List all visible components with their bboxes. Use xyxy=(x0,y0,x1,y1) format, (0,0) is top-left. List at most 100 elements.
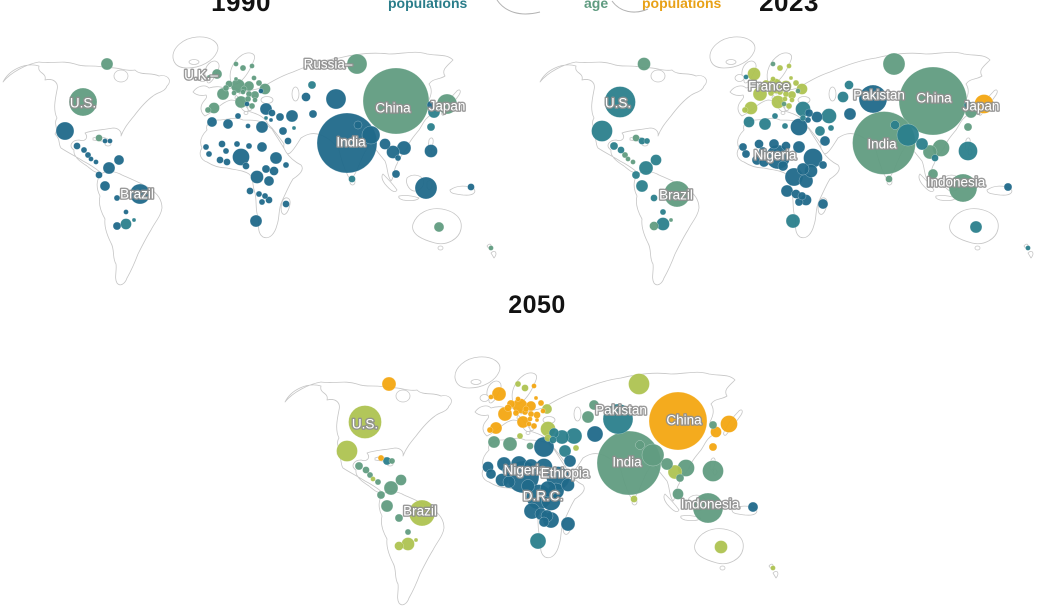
bubble-paraguay xyxy=(123,209,129,215)
bubble-switzerland xyxy=(231,90,237,96)
bubble-chile xyxy=(649,221,659,231)
bubble-belarus xyxy=(537,399,545,407)
bubble-indonesia xyxy=(414,176,438,200)
bubble-pakistan xyxy=(858,84,888,114)
bubble-canada xyxy=(100,57,114,71)
bubble-indonesia xyxy=(692,492,724,524)
bubble-madagascar xyxy=(560,516,576,532)
bubble-serbia xyxy=(527,416,533,422)
country-label: Brazil xyxy=(403,504,437,519)
bubble-saudi-arabia xyxy=(558,444,572,458)
bubble-baltics xyxy=(251,75,257,81)
bubble-cambodia xyxy=(394,154,402,162)
bubble-philippines xyxy=(702,460,724,482)
bubble-nicaragua xyxy=(84,151,92,159)
bubble-sri-lanka xyxy=(885,175,893,183)
bubble-papua-new-guinea xyxy=(1003,182,1013,192)
bubble-morocco xyxy=(487,435,501,449)
bubble-algeria xyxy=(758,117,772,131)
bubble-belarus xyxy=(255,79,263,87)
bubble-north-korea xyxy=(963,100,973,110)
bubble-south-africa xyxy=(785,213,801,229)
bubble-new-zealand xyxy=(1025,245,1031,251)
bubble-cuba xyxy=(632,134,640,142)
bubble-dominican-rep- xyxy=(388,457,396,465)
bubble-jordan xyxy=(268,117,274,123)
bubble-hungary xyxy=(527,410,535,418)
bubble-iraq xyxy=(811,111,823,123)
bubble-mali xyxy=(754,139,764,149)
bubble-bolivia xyxy=(650,194,658,202)
bubble-guinea xyxy=(741,149,751,159)
bubble-papua-new-guinea xyxy=(747,501,759,513)
bubble-venezuela xyxy=(395,474,407,486)
bubble-zambia xyxy=(255,190,263,198)
map-title-2023: 2023 xyxy=(759,0,819,17)
legend-leader-lines xyxy=(496,0,649,15)
bubble-china xyxy=(362,67,430,135)
bubble-dominican-rep- xyxy=(107,138,113,144)
bubble-papua-new-guinea xyxy=(467,183,475,191)
bubble-u-s- xyxy=(348,405,382,439)
bubble-portugal xyxy=(741,106,749,114)
bubble-nepal xyxy=(353,120,363,130)
country-label: Pakistan xyxy=(595,403,647,418)
bubble-cameroon xyxy=(242,162,250,170)
bubble-china xyxy=(898,66,968,136)
bubble-angola xyxy=(780,184,794,198)
bubble-denmark xyxy=(515,396,521,402)
bubble-belarus xyxy=(792,79,800,87)
bubble-albania xyxy=(244,101,250,107)
bubble-ecuador xyxy=(95,171,103,179)
bubble-yemen xyxy=(819,135,831,147)
bubble-nigeria xyxy=(232,148,250,166)
bubble-kenya xyxy=(269,166,279,176)
country-label: Russia– xyxy=(304,57,353,72)
bubble-denmark xyxy=(770,76,776,82)
bubble-ireland xyxy=(488,394,494,400)
bubble-norway xyxy=(770,61,776,67)
bubble-chile xyxy=(112,221,122,231)
bubble-kazakhstan xyxy=(307,80,317,90)
bubble-iraq xyxy=(275,112,285,122)
bubble-myanmar xyxy=(915,137,929,151)
bubble-uganda xyxy=(261,164,271,174)
map-2023: U.S. Brazil France Nigeria Pakistan China Indi… xyxy=(532,28,1050,288)
bubble-costa-rica xyxy=(88,156,94,162)
bubble-chad xyxy=(781,141,791,151)
bubble-layer xyxy=(591,52,1031,251)
bubble-romania xyxy=(533,411,541,419)
bubble-myanmar xyxy=(660,457,674,471)
country-label: Pakistan xyxy=(853,88,905,103)
bubble-saudi-arabia xyxy=(278,126,288,136)
bubble-u-s- xyxy=(68,87,98,117)
bubble-ghana xyxy=(223,158,231,166)
bubble-serbia xyxy=(244,95,252,103)
bubble-cuba xyxy=(95,134,103,142)
map-1990-canvas: U.S. Brazil U.K.– Russia– India China Japan xyxy=(2,36,497,286)
bubble-libya xyxy=(245,123,251,129)
bubble-australia xyxy=(433,221,445,233)
bubble-chad xyxy=(523,458,539,474)
bubble-sweden xyxy=(521,384,529,392)
bubble-peru xyxy=(380,499,394,513)
bubble-tunisia xyxy=(771,112,779,120)
bubble-uzbekistan xyxy=(301,92,311,102)
bubble-libya xyxy=(526,442,534,450)
bubble-sri-lanka xyxy=(348,175,356,183)
bubble-taiwan xyxy=(426,122,436,132)
bubble-greece xyxy=(530,422,538,430)
bubble-panama xyxy=(93,159,99,165)
country-label: France xyxy=(748,79,790,94)
map-title-2050: 2050 xyxy=(508,291,566,319)
bubble-pakistan xyxy=(602,403,634,435)
bubble-jordan xyxy=(804,116,812,124)
bubble-burkina-faso xyxy=(502,465,514,477)
bubble-albania xyxy=(526,421,532,427)
bubble-bulgaria xyxy=(534,417,540,423)
label-layer: U.S. Brazil U.K.– Russia– India China Japan xyxy=(68,55,466,203)
bubble-somalia xyxy=(282,161,290,169)
bubble-paraguay xyxy=(404,528,412,536)
